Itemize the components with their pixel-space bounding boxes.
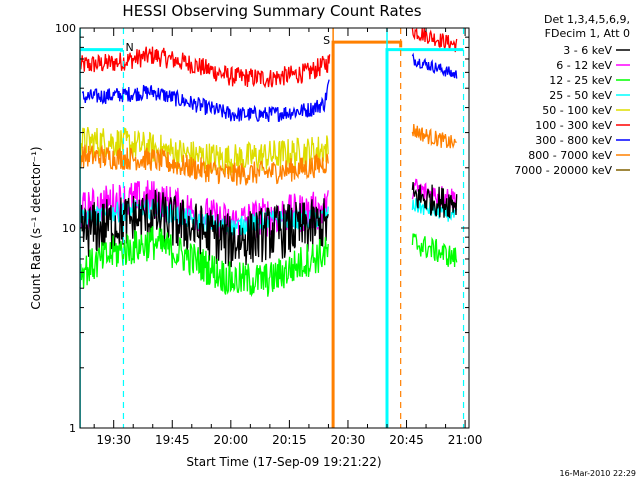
legend-entry-label: 6 - 12 keV [556,59,612,72]
y-tick-label: 100 [55,22,76,35]
y-axis: 1 10 100 [55,22,469,435]
series-3-6-kev-segment-0 [79,189,329,268]
legend-entry-label: 50 - 100 keV [542,104,612,117]
series-12-25-kev-segment-1 [411,233,458,268]
saa-flag-line [331,40,403,428]
legend-entry-label: 3 - 6 keV [563,44,612,57]
series-300-800-kev-segment-0 [81,79,330,123]
series-3-6-kev-segment-1 [411,182,458,218]
generated-timestamp: 16-Mar-2010 22:29 [560,469,637,478]
night-flag-label: N [125,41,133,54]
y-axis-label: Count Rate (s⁻¹ detector⁻¹) [29,146,43,309]
x-tick-label: 21:00 [448,433,483,447]
x-axis: 19:30 19:45 20:00 20:15 20:30 20:45 21:00 [93,28,483,447]
y-tick-label: 10 [62,222,76,235]
series-800-7000-kev-segment-1 [411,124,457,149]
legend-header-line: Det 1,3,4,5,6,9, [544,13,630,26]
x-tick-label: 20:30 [331,433,366,447]
legend-entry-label: 100 - 300 keV [535,119,612,132]
legend-entry-label: 300 - 800 keV [535,134,612,147]
x-axis-label: Start Time (17-Sep-09 19:21:22) [186,455,381,469]
chart-title: HESSI Observing Summary Count Rates [122,2,421,20]
legend-entry-label: 12 - 25 keV [549,74,612,87]
x-tick-label: 20:45 [389,433,424,447]
series-800-7000-kev-segment-0 [79,144,329,186]
series-12-25-kev-segment-0 [79,226,329,298]
legend-entry-label: 7000 - 20000 keV [514,164,612,177]
legend: Det 1,3,4,5,6,9,FDecim 1, Att 0 3 - 6 keV… [514,13,630,177]
saa-flag-label: S [323,34,330,47]
legend-entry-label: 800 - 7000 keV [528,149,612,162]
legend-header-line: FDecim 1, Att 0 [545,27,630,40]
series-300-800-kev-segment-1 [411,52,458,79]
legend-entry-label: 25 - 50 keV [549,89,612,102]
x-tick-label: 19:30 [96,433,131,447]
series-100-300-kev-segment-1 [411,27,458,53]
attenuator-state-line [80,48,123,52]
x-tick-label: 19:45 [155,433,190,447]
x-tick-label: 20:15 [272,433,307,447]
series-100-300-kev-segment-0 [79,46,331,89]
x-tick-label: 20:00 [214,433,249,447]
plot-area: SN [79,27,465,428]
y-tick-label: 1 [69,422,76,435]
